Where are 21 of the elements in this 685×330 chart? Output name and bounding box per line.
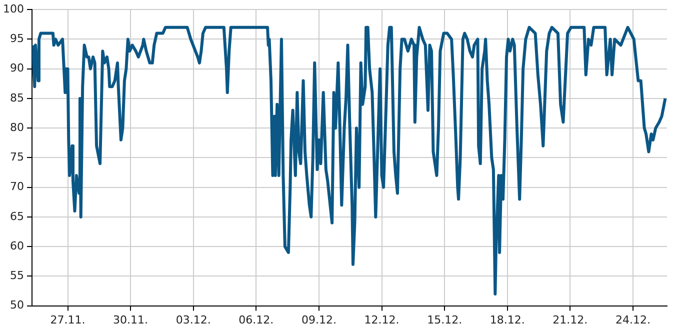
y-tick-label: 95 bbox=[10, 32, 24, 46]
y-tick-label: 85 bbox=[10, 91, 24, 104]
y-tick-label: 70 bbox=[10, 180, 24, 194]
x-tick-label: 27.11. bbox=[50, 313, 86, 326]
y-tick-label: 55 bbox=[10, 269, 24, 282]
y-tick-label: 75 bbox=[10, 150, 24, 164]
y-tick-label: 100 bbox=[2, 2, 24, 16]
x-tick-label: 15.12. bbox=[427, 313, 462, 326]
y-tick-label: 60 bbox=[10, 239, 24, 252]
y-tick-label: 80 bbox=[10, 120, 24, 134]
x-tick-label: 24.12. bbox=[615, 313, 650, 326]
x-tick-label: 30.11. bbox=[113, 313, 148, 326]
x-tick-label: 06.12. bbox=[238, 313, 274, 326]
x-tick-label: 09.12. bbox=[301, 313, 336, 326]
x-tick-label: 03.12. bbox=[176, 313, 211, 326]
x-tick-label: 18.12. bbox=[490, 313, 525, 326]
x-tick-label: 12.12. bbox=[364, 313, 400, 326]
y-tick-label: 90 bbox=[10, 62, 24, 75]
y-tick-label: 50 bbox=[10, 298, 24, 312]
x-tick-label: 21.12. bbox=[552, 313, 588, 326]
y-tick-label: 65 bbox=[10, 210, 24, 223]
